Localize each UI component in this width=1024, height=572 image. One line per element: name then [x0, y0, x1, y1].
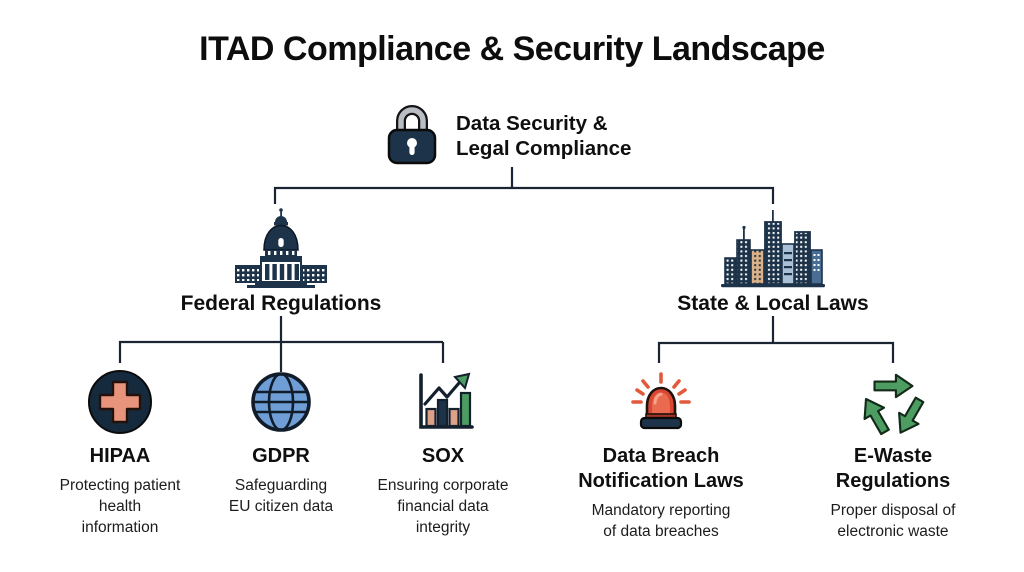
branch-federal-regulations: Federal Regulations [151, 204, 411, 316]
leaf-title-ewaste: E-Waste Regulations [835, 445, 951, 492]
branch-label-federal: Federal Regulations [180, 292, 382, 315]
leaf-gdpr: GDPR Safeguarding EU citizen data [186, 366, 376, 517]
leaf-desc-ewaste: Proper disposal of electronic waste [830, 502, 956, 540]
root-node-data-security: Data Security & Legal Compliance [383, 100, 631, 171]
leaf-desc-sox: Ensuring corporate financial data integr… [377, 477, 509, 536]
leaf-sox: SOX Ensuring corporate financial data in… [348, 366, 538, 538]
leaf-ewaste: E-Waste Regulations Proper disposal of e… [788, 366, 998, 542]
globe-icon [248, 366, 314, 438]
branch-state-local-laws: State & Local Laws [643, 204, 903, 316]
leaf-desc-gdpr: Safeguarding EU citizen data [228, 477, 334, 515]
root-node-label: Data Security & Legal Compliance [456, 111, 632, 160]
capitol-building-icon [231, 204, 331, 288]
branch-label-state: State & Local Laws [677, 292, 869, 315]
leaf-desc-data-breach: Mandatory reporting of data breaches [591, 502, 731, 540]
bar-chart-growth-icon [409, 366, 477, 438]
medical-cross-icon [87, 366, 153, 438]
leaf-title-sox: SOX [421, 445, 465, 467]
emergency-siren-icon [628, 366, 694, 438]
leaf-data-breach: Data Breach Notification Laws Mandatory … [549, 366, 773, 542]
leaf-title-data-breach: Data Breach Notification Laws [578, 445, 744, 492]
recycle-symbol-icon [858, 366, 928, 438]
lock-icon [383, 100, 441, 171]
leaf-title-gdpr: GDPR [252, 445, 310, 467]
city-skyline-icon [721, 204, 825, 288]
page-title: ITAD Compliance & Security Landscape [199, 30, 825, 68]
leaf-hipaa: HIPAA Protecting patient health informat… [25, 366, 215, 538]
leaf-title-hipaa: HIPAA [89, 445, 151, 467]
leaf-desc-hipaa: Protecting patient health information [59, 477, 181, 536]
